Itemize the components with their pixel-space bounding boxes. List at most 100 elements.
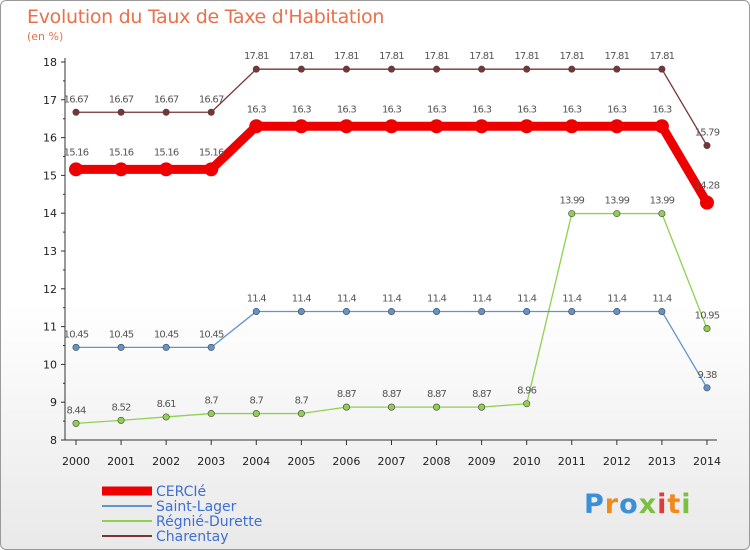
data-label: 16.3 — [472, 104, 492, 115]
data-point — [117, 108, 125, 116]
data-point — [654, 119, 669, 134]
data-point — [609, 119, 624, 134]
x-tick-label: 2001 — [107, 455, 135, 468]
data-label: 17.81 — [379, 51, 404, 62]
data-point — [249, 119, 264, 134]
data-label: 16.67 — [199, 94, 224, 105]
data-point — [252, 410, 260, 418]
x-tick-label: 2004 — [242, 455, 270, 468]
data-label: 16.3 — [427, 104, 447, 115]
data-label: 17.81 — [424, 51, 449, 62]
data-point — [294, 119, 309, 134]
chart-title: Evolution du Taux de Taxe d'Habitation — [27, 6, 385, 28]
x-tick-label: 2000 — [62, 455, 90, 468]
data-label: 11.4 — [652, 293, 672, 304]
data-point — [658, 210, 666, 218]
data-point — [342, 403, 350, 411]
data-point — [117, 416, 125, 424]
data-point — [474, 119, 489, 134]
proxiti-logo: Proxiti — [584, 489, 692, 520]
data-point — [162, 108, 170, 116]
data-point — [568, 65, 576, 73]
series-group: 16.67 16.67 16.67 16.67 17.81 17.81 17.81 17.81… — [64, 51, 721, 427]
series-charentay: 16.67 16.67 16.67 16.67 17.81 17.81 17.81 17.81… — [64, 51, 721, 150]
data-point — [387, 65, 395, 73]
data-point — [519, 119, 534, 134]
data-label: 16.3 — [562, 104, 582, 115]
data-point — [297, 65, 305, 73]
series-saint-lager: 10.45 10.45 10.45 10.45 11.4 11.4 11.4 11.4 11.4… — [64, 293, 718, 392]
data-label: 11.4 — [427, 293, 447, 304]
data-label: 11.4 — [292, 293, 312, 304]
data-label: 15.16 — [64, 147, 89, 158]
data-point — [429, 119, 444, 134]
data-point — [72, 108, 80, 116]
series-cercie: 15.16 15.16 15.16 15.16 16.3 16.3 16.3 16.3 16.3… — [64, 104, 721, 210]
data-point — [568, 210, 576, 218]
data-point — [387, 403, 395, 411]
y-tick-label: 10 — [43, 358, 57, 371]
data-point — [523, 65, 531, 73]
data-label: 8.87 — [337, 389, 357, 400]
data-point — [433, 403, 441, 411]
data-label: 16.3 — [292, 104, 312, 115]
data-point — [387, 307, 395, 315]
y-tick-label: 12 — [43, 283, 57, 296]
data-label: 17.81 — [289, 51, 314, 62]
y-tick-label: 11 — [43, 321, 57, 334]
data-label: 17.81 — [650, 51, 675, 62]
y-tick-label: 17 — [43, 94, 57, 107]
x-tick-label: 2014 — [693, 455, 721, 468]
data-label: 10.45 — [64, 329, 89, 340]
data-point — [613, 65, 621, 73]
legend-label: Saint-Lager — [156, 499, 237, 515]
data-label: 16.3 — [247, 104, 267, 115]
series-regnie-durette: 8.44 8.52 8.61 8.7 8.7 8.7 8.87 8.87 8.87 8.87 8.9… — [66, 196, 721, 427]
data-label: 17.81 — [559, 51, 584, 62]
data-label: 13.99 — [559, 196, 584, 207]
axes-group: 8 9 10 11 12 13 14 15 16 17 18 2000 2001 2002 2003 2004… — [43, 56, 721, 468]
y-tick-label: 16 — [43, 132, 57, 145]
data-label: 8.44 — [66, 405, 86, 416]
y-tick-label: 9 — [50, 396, 57, 409]
data-label: 15.16 — [154, 147, 179, 158]
y-tick-label: 14 — [43, 207, 57, 220]
data-label: 11.4 — [517, 293, 537, 304]
data-label: 16.3 — [337, 104, 357, 115]
data-label: 11.4 — [607, 293, 627, 304]
data-point — [207, 343, 215, 351]
data-point — [162, 413, 170, 421]
data-point — [433, 307, 441, 315]
data-point — [117, 343, 125, 351]
y-tick-label: 15 — [43, 169, 57, 182]
data-label: 11.4 — [562, 293, 582, 304]
x-tick-label: 2006 — [332, 455, 360, 468]
x-tick-label: 2010 — [513, 455, 541, 468]
data-label: 17.81 — [334, 51, 359, 62]
data-label: 8.61 — [157, 399, 177, 410]
data-point — [658, 307, 666, 315]
data-label: 8.7 — [295, 396, 309, 407]
data-point — [658, 65, 666, 73]
y-tick-label: 8 — [50, 434, 57, 447]
data-label: 13.99 — [650, 196, 675, 207]
data-point — [342, 65, 350, 73]
data-point — [699, 195, 714, 210]
data-label: 15.16 — [109, 147, 134, 158]
data-label: 17.81 — [469, 51, 494, 62]
data-point — [523, 400, 531, 408]
data-point — [342, 307, 350, 315]
data-point — [568, 307, 576, 315]
data-label: 10.45 — [199, 329, 224, 340]
x-tick-label: 2008 — [423, 455, 451, 468]
data-point — [297, 307, 305, 315]
data-label: 16.3 — [607, 104, 627, 115]
data-point — [564, 119, 579, 134]
data-label: 8.96 — [517, 386, 537, 397]
data-point — [613, 307, 621, 315]
data-point — [703, 324, 711, 332]
data-label: 16.3 — [517, 104, 537, 115]
data-label: 11.4 — [382, 293, 402, 304]
data-point — [478, 65, 486, 73]
